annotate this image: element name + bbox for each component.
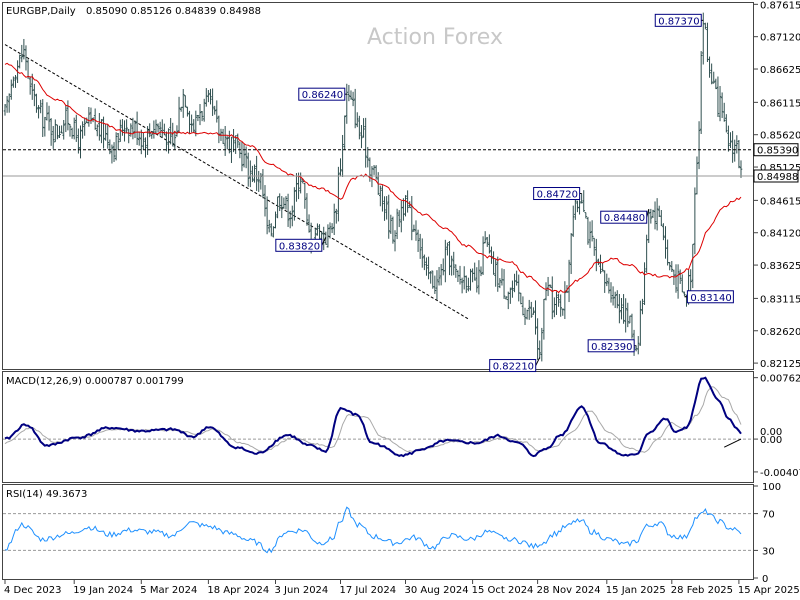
rsi-panel-frame: [2, 484, 754, 580]
annotation-label: 0.84720: [537, 190, 578, 201]
price-axis-label: 0.87615: [760, 0, 800, 11]
macd-axis-label: -0.004073: [760, 468, 800, 479]
annotation-leader: [535, 357, 541, 366]
price-axis-label: 0.86115: [760, 98, 800, 109]
annotation-label: 0.83140: [690, 293, 731, 304]
rsi-lines: [4, 506, 742, 554]
macd-lines: [4, 376, 742, 458]
annotation-label: 0.82210: [493, 362, 534, 373]
price-axis-label: 0.87120: [760, 33, 800, 44]
x-axis-label: 30 Aug 2024: [405, 585, 469, 596]
resistance-tag: 0.85390: [757, 146, 798, 157]
annotation-leader: [321, 237, 327, 246]
annotation-box: [275, 238, 323, 252]
x-axis-label: 19 Jan 2024: [73, 585, 133, 596]
annotation-label: 0.82390: [591, 342, 632, 353]
annotation-label: 0.83820: [279, 241, 320, 252]
annotation-box: [298, 87, 346, 101]
macd-axis-label: 0.00: [760, 427, 782, 438]
rsi-axis-label: 0: [762, 574, 768, 585]
annotation-label: 0.84480: [604, 213, 645, 224]
rsi-axis: 100 70 30 0: [754, 482, 781, 585]
macd-axis: 0.007623 0.00 -0.004073 0.00: [754, 374, 800, 479]
last-price-tag: 0.84988: [757, 172, 798, 183]
rsi-axis-label: 30: [762, 546, 775, 557]
price-axis: 0.87615 0.87120 0.86625 0.86115 0.85620 0.851…: [754, 0, 800, 370]
price-moving-average: [4, 62, 742, 294]
annotation-label: 0.87370: [658, 16, 699, 27]
x-axis-label: 17 Jul 2024: [339, 585, 396, 596]
rsi-axis-label: 70: [762, 510, 775, 521]
last-price-tag-box: [753, 169, 799, 183]
x-axis-label: 4 Dec 2023: [4, 585, 62, 596]
x-axis-label: 5 Mar 2024: [140, 585, 197, 596]
x-axis-label: 18 Apr 2024: [207, 585, 269, 596]
price-tags: 0.85390 0.84988: [753, 143, 799, 183]
macd-axis-label: 0.00: [760, 435, 782, 446]
watermark-text: Action Forex: [367, 25, 503, 50]
macd-slope-line: [724, 438, 742, 448]
rsi-grid: [3, 513, 753, 551]
price-axis-label: 0.85125: [760, 163, 800, 174]
x-axis-label: 28 Feb 2025: [671, 585, 733, 596]
price-bars: [3, 12, 743, 362]
price-axis-label: 0.82125: [760, 359, 800, 370]
x-axis-label: 28 Nov 2024: [537, 585, 601, 596]
annotation-box: [654, 13, 702, 27]
annotation-box: [686, 290, 734, 304]
moving-average-line: [4, 62, 742, 294]
rsi-panel-title: RSI(14) 49.3673: [6, 489, 87, 500]
price-panel-frame: [2, 2, 754, 370]
price-annotations: 0.86240 0.83820 0.84720 0.84480 0.82210 0.823…: [275, 13, 734, 373]
price-axis-label: 0.86625: [760, 65, 800, 76]
x-axis: 4 Dec 2023 19 Jan 2024 5 Mar 2024 18 Apr 20…: [4, 580, 800, 596]
macd-panel-title: MACD(12,26,9) 0.000787 0.001799: [6, 376, 184, 387]
price-panel-ohlc: 0.85090 0.85126 0.84839 0.84988: [86, 6, 261, 17]
price-horizontal-line: [3, 149, 753, 177]
x-axis-label: 15 Jan 2025: [606, 585, 666, 596]
price-axis-label: 0.84120: [760, 229, 800, 240]
macd-axis-label: 0.007623: [760, 374, 800, 385]
resistance-tag-box: [753, 143, 799, 157]
annotation-box: [533, 187, 581, 201]
price-axis-label: 0.85620: [760, 131, 800, 142]
price-axis-label: 0.84615: [760, 196, 800, 207]
price-panel-title: EURGBP,Daily: [6, 6, 76, 17]
rsi-axis-label: 100: [762, 482, 781, 493]
x-axis-label: 15 Apr 2025: [738, 585, 800, 596]
annotation-box: [600, 210, 648, 224]
annotation-box: [489, 359, 537, 373]
annotation-label: 0.86240: [302, 90, 343, 101]
price-axis-label: 0.83115: [760, 294, 800, 305]
price-axis-label: 0.83625: [760, 261, 800, 272]
macd-panel-frame: [2, 371, 754, 483]
x-axis-label: 3 Jun 2024: [274, 585, 328, 596]
x-axis-label: 15 Oct 2024: [472, 585, 534, 596]
annotation-box: [587, 339, 635, 353]
macd-main-line: [4, 376, 742, 458]
rsi-line: [4, 506, 742, 554]
price-axis-label: 0.82620: [760, 327, 800, 338]
